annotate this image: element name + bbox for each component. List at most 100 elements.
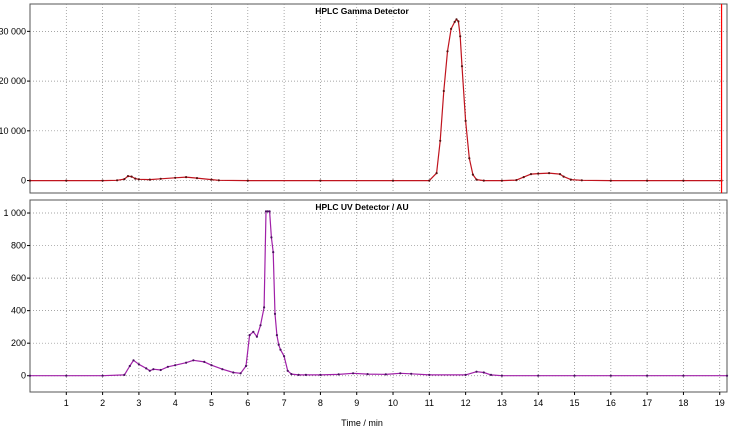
uv-series — [28, 210, 729, 377]
uv-data-point — [166, 365, 169, 368]
gamma-ytick-label: 10 000 — [0, 126, 26, 136]
xtick-label: 10 — [388, 398, 398, 408]
uv-data-point — [101, 374, 104, 377]
uv-data-point — [248, 334, 251, 337]
uv-data-point — [290, 373, 293, 376]
gamma-ytick-label: 0 — [21, 176, 26, 186]
uv-data-point — [500, 374, 503, 377]
uv-data-point — [537, 374, 540, 377]
uv-data-point — [272, 251, 275, 254]
uv-data-point — [304, 373, 307, 376]
gamma-data-point — [646, 179, 649, 182]
uv-data-point — [399, 372, 402, 375]
uv-data-point — [266, 210, 269, 213]
uv-ytick-label: 0 — [21, 371, 26, 381]
gamma-data-point — [515, 179, 518, 182]
gamma-data-point — [682, 179, 685, 182]
gamma-data-point — [468, 157, 471, 160]
gamma-data-point — [609, 179, 612, 182]
uv-data-point — [268, 210, 271, 213]
gamma-data-point — [464, 119, 467, 122]
uv-data-point — [210, 364, 213, 367]
uv-data-point — [410, 372, 413, 375]
uv-data-point — [203, 360, 206, 363]
uv-data-point — [297, 373, 300, 376]
gamma-data-point — [428, 179, 431, 182]
gamma-data-point — [537, 172, 540, 175]
gamma-data-point — [580, 179, 583, 182]
uv-data-point — [252, 330, 255, 333]
uv-data-point — [185, 361, 188, 364]
xtick-label: 4 — [173, 398, 178, 408]
uv-data-point — [270, 236, 273, 239]
uv-data-point — [137, 363, 140, 366]
uv-data-point — [283, 355, 286, 358]
uv-data-point — [239, 372, 242, 375]
gamma-data-point — [460, 65, 464, 68]
gamma-data-point — [101, 179, 104, 182]
xtick-label: 19 — [715, 398, 725, 408]
gamma-data-point — [116, 179, 119, 182]
gamma-data-point — [123, 178, 126, 181]
xtick-label: 7 — [282, 398, 287, 408]
gamma-data-point — [435, 172, 438, 175]
uv-data-point — [259, 324, 262, 327]
uv-data-point — [366, 373, 369, 376]
uv-data-point — [232, 371, 235, 374]
gamma-data-point — [457, 20, 460, 23]
uv-data-point — [475, 370, 478, 373]
gamma-data-point — [529, 173, 533, 176]
uv-panel-title: HPLC UV Detector / AU — [315, 202, 408, 212]
xtick-label: 11 — [425, 398, 434, 408]
xtick-label: 1 — [64, 398, 69, 408]
xtick-label: 13 — [497, 398, 507, 408]
gamma-data-point — [246, 179, 249, 182]
uv-data-point — [319, 373, 322, 376]
uv-data-point — [275, 334, 278, 337]
gamma-data-point — [453, 20, 456, 23]
uv-ytick-label: 800 — [11, 241, 26, 251]
gamma-data-point — [185, 176, 188, 179]
uv-data-point — [148, 369, 151, 372]
uv-ytick-label: 600 — [11, 273, 26, 283]
xtick-label: 12 — [461, 398, 471, 408]
xtick-label: 8 — [318, 398, 323, 408]
uv-data-point — [264, 210, 268, 213]
gamma-data-point — [148, 178, 151, 181]
gamma-series — [28, 4, 723, 193]
xtick-label: 14 — [533, 398, 543, 408]
uv-data-point — [337, 373, 340, 376]
uv-data-point — [145, 367, 148, 370]
gamma-data-point — [28, 179, 32, 182]
x-axis-title: Time / min — [341, 418, 383, 428]
uv-data-point — [384, 373, 387, 376]
uv-ytick-label: 400 — [11, 306, 26, 316]
gamma-data-point — [459, 35, 462, 38]
gamma-data-point — [522, 176, 525, 179]
uv-data-point — [464, 373, 467, 376]
uv-data-point — [65, 374, 68, 377]
uv-ytick-label: 1 000 — [3, 208, 26, 218]
gamma-data-point — [130, 175, 133, 178]
uv-data-point — [482, 371, 485, 374]
gamma-data-point — [455, 18, 458, 21]
gamma-data-point — [442, 89, 445, 93]
uv-data-point — [428, 373, 431, 376]
gamma-data-point — [391, 179, 395, 182]
gamma-panel: 0 10 000 20 000 30 000 HPLC Gamma Detector — [0, 3, 728, 194]
uv-data-point — [174, 364, 177, 367]
gamma-data-point — [217, 179, 220, 182]
xtick-label: 3 — [136, 398, 141, 408]
uv-data-point — [646, 374, 649, 377]
uv-data-point — [279, 348, 282, 351]
uv-plot-frame — [29, 199, 728, 393]
uv-grid — [30, 200, 727, 392]
gamma-data-point — [195, 177, 199, 180]
uv-data-point — [573, 374, 576, 377]
gamma-ytick-label: 30 000 — [0, 26, 26, 36]
uv-data-point — [123, 373, 126, 376]
